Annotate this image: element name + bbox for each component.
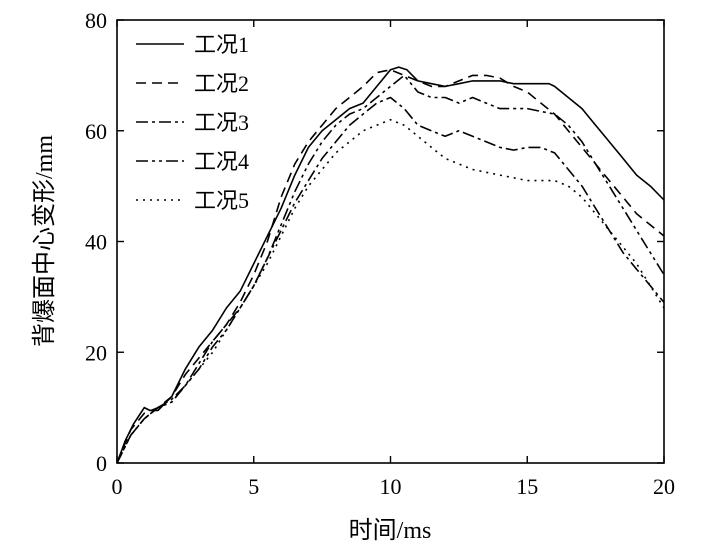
x-axis-label: 时间/ms [349,517,432,544]
y-axis-label: 背爆面中心变形/mm [31,135,58,347]
y-tick-label: 20 [85,340,107,365]
legend-label-1: 工况1 [194,32,249,57]
series-line-2 [116,69,665,464]
series-line-4 [116,74,665,464]
legend: 工况1 工况2 工况3 工况4 工况5 [136,32,249,213]
y-tick-label: 40 [85,230,107,255]
x-tick-label: 0 [112,474,123,499]
legend-label-3: 工况3 [194,110,249,135]
x-tick-label: 5 [248,474,259,499]
x-tick-label: 20 [653,474,675,499]
y-tick-label: 60 [85,119,107,144]
series-line-1 [116,66,665,464]
legend-label-2: 工况2 [194,71,249,96]
series-line-3 [116,96,665,464]
y-tick-label: 80 [85,8,107,33]
plot-series [116,66,665,464]
x-tick-label: 15 [516,474,538,499]
axis-ticks: 0 5 10 15 20 0 20 40 60 80 [85,8,675,499]
legend-label-5: 工况5 [194,188,249,213]
legend-label-4: 工况4 [194,149,249,174]
y-tick-label: 0 [96,451,107,476]
series-line-5 [116,118,665,464]
x-tick-label: 10 [380,474,402,499]
